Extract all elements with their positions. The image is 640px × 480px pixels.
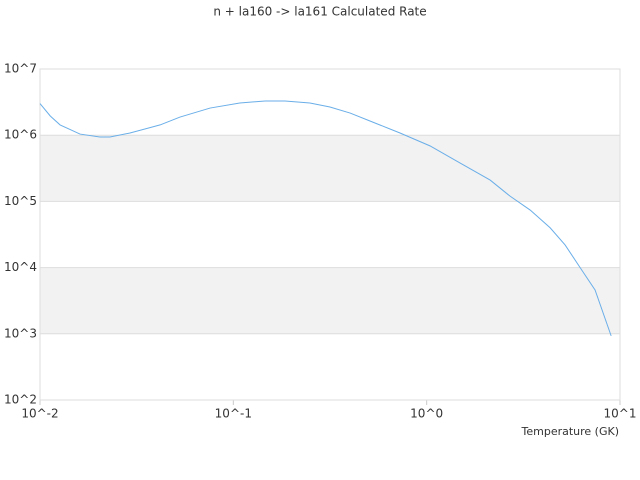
chart-title: n + la160 -> la161 Calculated Rate xyxy=(213,5,426,19)
grid-band xyxy=(40,267,620,334)
x-tick-label: 10^0 xyxy=(410,407,443,421)
y-tick-label: 10^2 xyxy=(4,393,37,407)
x-tick-label: 10^-1 xyxy=(215,407,252,421)
y-tick-label: 10^4 xyxy=(4,260,37,274)
y-tick-label: 10^6 xyxy=(4,128,37,142)
grid-band xyxy=(40,135,620,202)
data-line xyxy=(39,100,612,337)
x-tick-label: 10^1 xyxy=(604,407,637,421)
y-tick-label: 10^3 xyxy=(4,326,37,340)
y-tick-label: 10^5 xyxy=(4,194,37,208)
plot-border xyxy=(39,68,621,401)
x-axis-label: Temperature (GK) xyxy=(521,425,620,438)
y-tick-label: 10^7 xyxy=(4,62,37,76)
x-tick-label: 10^-2 xyxy=(21,407,58,421)
grid xyxy=(40,68,620,401)
